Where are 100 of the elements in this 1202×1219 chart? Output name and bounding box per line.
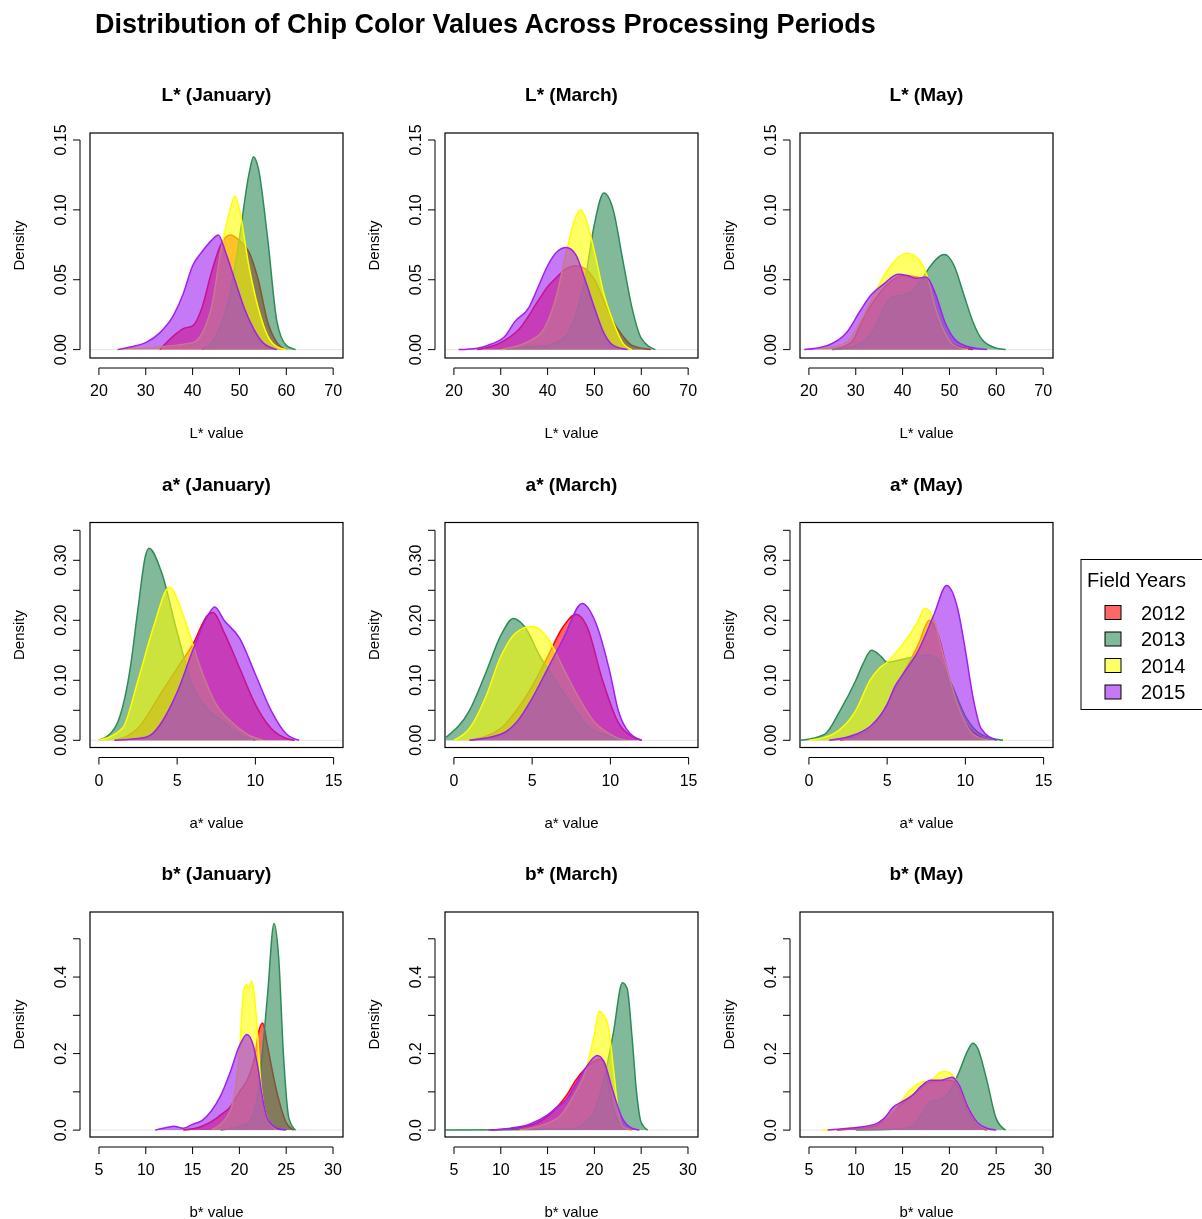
x-tick-label: 5 — [172, 771, 182, 789]
chart-title: L* (May) — [889, 84, 964, 105]
y-tick-label: 0.10 — [407, 664, 424, 696]
x-tick-label: 30 — [1034, 1161, 1052, 1178]
y-tick-label: 0.4 — [52, 965, 69, 989]
y-tick-label: 0.15 — [52, 124, 69, 156]
x-tick-label: 20 — [230, 1161, 249, 1178]
y-tick-label: 0.4 — [407, 965, 424, 989]
y-tick-label: 0.2 — [762, 1042, 779, 1065]
y-tick-label: 0.0 — [52, 1118, 69, 1142]
y-tick-label: 0.10 — [762, 664, 779, 696]
y-axis-title: Density — [10, 999, 27, 1050]
x-axis-title: L* value — [544, 424, 599, 441]
x-tick-label: 5 — [94, 1161, 104, 1178]
x-tick-label: 5 — [527, 771, 537, 789]
y-tick-label: 0.10 — [407, 194, 424, 226]
y-tick-label: 0.0 — [762, 1118, 779, 1142]
y-tick-label: 0.4 — [762, 965, 779, 989]
y-tick-label: 0.05 — [762, 264, 779, 296]
y-tick-label: 0.05 — [407, 264, 424, 296]
legend-label: 2015 — [1141, 681, 1186, 703]
y-axis-title: Density — [720, 220, 737, 271]
x-tick-label: 15 — [893, 1161, 912, 1178]
x-axis-title: L* value — [189, 424, 244, 441]
x-tick-label: 20 — [800, 382, 818, 399]
x-axis-title: b* value — [899, 1203, 954, 1219]
x-axis-title: a* value — [189, 813, 244, 831]
x-tick-label: 10 — [246, 771, 265, 789]
x-tick-label: 5 — [804, 1161, 814, 1178]
y-tick-label: 0.00 — [762, 333, 779, 366]
y-axis-title: Density — [10, 609, 27, 661]
x-tick-label: 10 — [136, 1161, 155, 1178]
x-tick-label: 20 — [90, 382, 108, 399]
x-axis-title: a* value — [544, 813, 599, 831]
x-tick-label: 30 — [679, 1161, 697, 1178]
y-axis-title: Density — [720, 609, 737, 661]
legend-title: Field Years — [1087, 568, 1186, 591]
x-tick-label: 15 — [324, 771, 343, 789]
y-tick-label: 0.2 — [52, 1042, 69, 1065]
y-tick-label: 0.10 — [52, 194, 69, 226]
x-tick-label: 10 — [846, 1161, 865, 1178]
y-tick-label: 0.30 — [762, 544, 779, 576]
x-tick-label: 25 — [277, 1161, 296, 1178]
y-tick-label: 0.20 — [407, 604, 424, 636]
x-tick-label: 40 — [538, 382, 557, 399]
x-tick-label: 60 — [987, 382, 1006, 399]
x-tick-label: 0 — [804, 771, 814, 789]
x-axis-title: a* value — [899, 813, 954, 831]
legend-label: 2014 — [1141, 654, 1186, 677]
chart-title: L* (January) — [161, 84, 272, 105]
chart-title: a* (May) — [890, 473, 963, 495]
x-tick-label: 30 — [491, 382, 510, 399]
x-tick-label: 70 — [679, 382, 698, 399]
x-tick-label: 70 — [324, 382, 343, 399]
x-tick-label: 5 — [449, 1161, 459, 1178]
x-tick-label: 60 — [277, 382, 296, 399]
y-tick-label: 0.30 — [52, 544, 69, 576]
x-tick-label: 30 — [136, 382, 155, 399]
y-tick-label: 0.15 — [407, 124, 424, 156]
y-tick-label: 0.00 — [407, 724, 424, 756]
x-tick-label: 0 — [449, 771, 459, 789]
y-tick-label: 0.00 — [762, 724, 779, 756]
x-tick-label: 15 — [538, 1161, 557, 1178]
chart-title: a* (March) — [525, 473, 618, 495]
y-axis-title: Density — [365, 609, 382, 661]
y-axis-title: Density — [720, 999, 737, 1050]
x-axis-title: b* value — [189, 1203, 244, 1219]
x-tick-label: 70 — [1034, 382, 1053, 399]
legend-label: 2013 — [1141, 628, 1186, 650]
x-tick-label: 10 — [956, 771, 975, 789]
x-tick-label: 50 — [585, 382, 604, 399]
y-tick-label: 0.0 — [407, 1118, 424, 1142]
x-tick-label: 30 — [324, 1161, 342, 1178]
chart-title: L* (March) — [525, 84, 618, 105]
y-axis-title: Density — [365, 220, 382, 271]
x-tick-label: 50 — [940, 382, 959, 399]
y-tick-label: 0.10 — [762, 194, 779, 226]
y-tick-label: 0.2 — [407, 1042, 424, 1065]
x-tick-label: 5 — [882, 771, 892, 789]
x-tick-label: 20 — [445, 382, 463, 399]
x-axis-title: L* value — [899, 424, 954, 441]
x-tick-label: 50 — [230, 382, 249, 399]
x-tick-label: 20 — [585, 1161, 604, 1178]
x-tick-label: 15 — [183, 1161, 202, 1178]
x-tick-label: 30 — [846, 382, 865, 399]
legend-label: 2012 — [1141, 601, 1186, 624]
y-tick-label: 0.20 — [52, 604, 69, 636]
x-axis-title: b* value — [544, 1203, 599, 1219]
x-tick-label: 10 — [601, 771, 620, 789]
x-tick-label: 40 — [893, 382, 912, 399]
x-tick-label: 15 — [1034, 771, 1053, 789]
y-axis-title: Density — [365, 999, 382, 1050]
y-axis-title: Density — [10, 220, 27, 271]
y-tick-label: 0.15 — [762, 124, 779, 156]
y-tick-label: 0.00 — [52, 724, 69, 756]
chart-title: b* (March) — [525, 863, 618, 884]
y-tick-label: 0.10 — [52, 664, 69, 696]
x-tick-label: 25 — [987, 1161, 1006, 1178]
chart-title: b* (May) — [889, 863, 964, 884]
y-tick-label: 0.00 — [52, 333, 69, 366]
